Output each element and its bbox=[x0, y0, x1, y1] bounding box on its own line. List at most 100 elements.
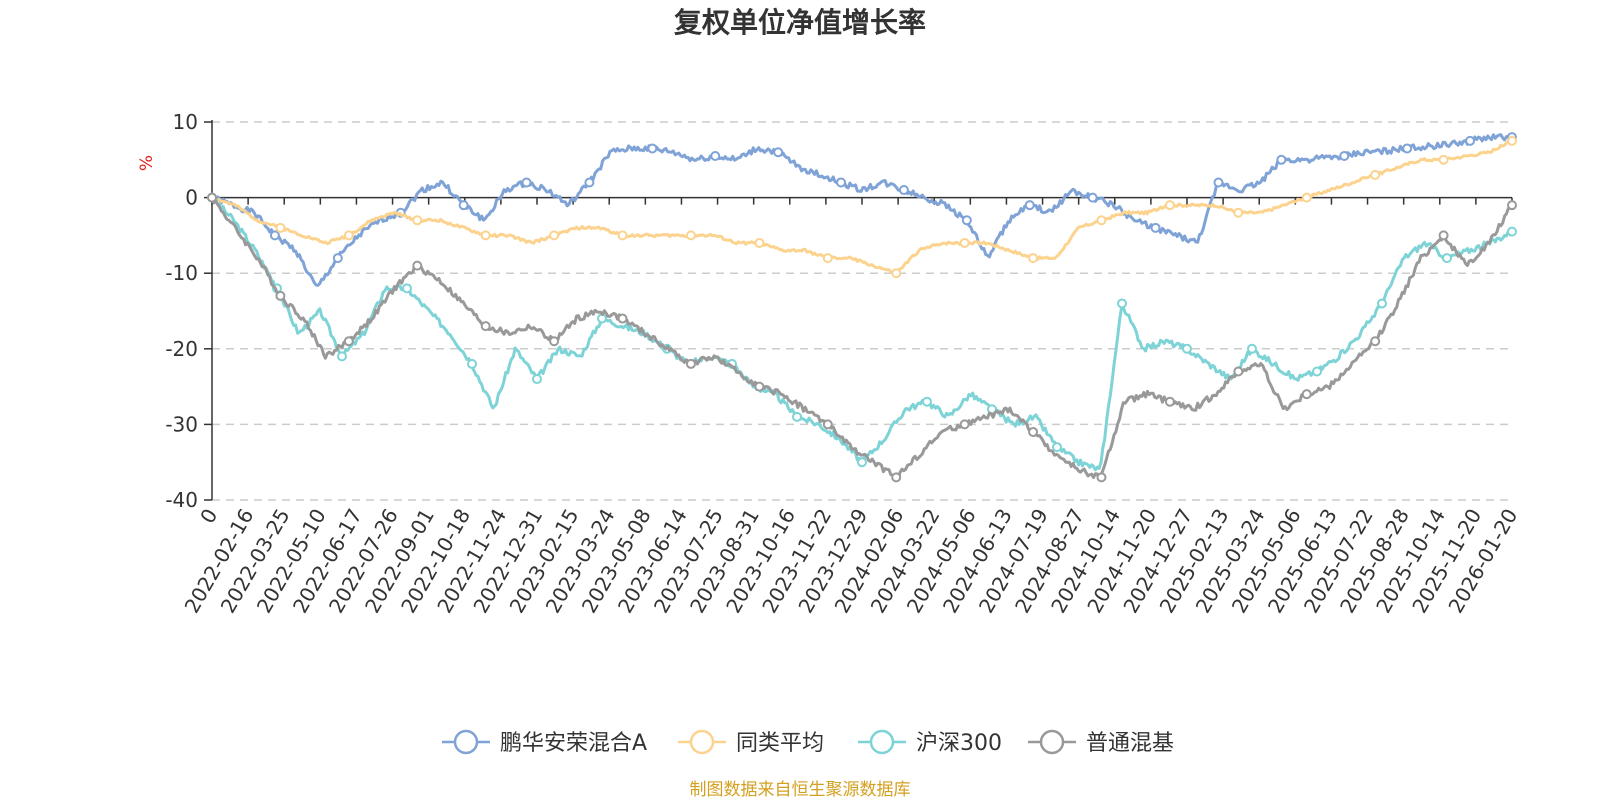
data-point bbox=[458, 200, 469, 211]
data-point bbox=[1233, 207, 1244, 218]
data-point bbox=[1213, 177, 1224, 188]
data-point bbox=[412, 215, 423, 226]
grid-lines bbox=[212, 121, 1512, 501]
legend[interactable]: 鹏华安荣混合A 同类平均 沪深300 普通混基 bbox=[442, 729, 1174, 756]
y-tick-label: -20 bbox=[165, 337, 198, 361]
data-point bbox=[532, 374, 542, 385]
data-point bbox=[1370, 336, 1381, 347]
data-point bbox=[1028, 426, 1039, 437]
data-point bbox=[402, 283, 412, 294]
legend-item[interactable]: 沪深300 bbox=[858, 729, 1002, 756]
data-point bbox=[891, 472, 902, 483]
data-point bbox=[275, 222, 286, 233]
data-point bbox=[685, 230, 696, 241]
data-point bbox=[1087, 192, 1098, 203]
data-point bbox=[343, 230, 354, 241]
data-point bbox=[1117, 298, 1127, 309]
data-point bbox=[922, 396, 932, 407]
y-tick-label: 10 bbox=[173, 110, 198, 134]
legend-item[interactable]: 鹏华安荣混合A bbox=[442, 729, 647, 756]
data-point bbox=[822, 253, 833, 264]
data-point bbox=[1096, 472, 1107, 483]
data-point bbox=[1507, 135, 1517, 146]
data-point bbox=[1096, 215, 1107, 226]
legend-label: 同类平均 bbox=[736, 731, 824, 756]
data-point bbox=[1276, 154, 1287, 165]
data-source-note: 制图数据来自恒生聚源数据库 bbox=[690, 780, 911, 800]
series-line bbox=[211, 139, 1513, 275]
data-point bbox=[1438, 230, 1449, 241]
data-point bbox=[269, 230, 280, 241]
data-point bbox=[1370, 169, 1381, 180]
data-point bbox=[412, 260, 423, 271]
data-point bbox=[1150, 222, 1161, 233]
data-point bbox=[1233, 366, 1244, 377]
legend-marker bbox=[869, 729, 895, 755]
data-point bbox=[685, 358, 696, 369]
data-point bbox=[1052, 442, 1062, 453]
legend-item[interactable]: 普通混基 bbox=[1028, 729, 1174, 756]
data-point bbox=[959, 419, 970, 430]
data-point bbox=[1247, 343, 1257, 354]
legend-label: 普通混基 bbox=[1086, 731, 1174, 756]
data-point bbox=[1182, 343, 1192, 354]
data-point bbox=[898, 185, 909, 196]
data-point bbox=[710, 151, 721, 162]
data-point bbox=[891, 268, 902, 279]
data-point bbox=[480, 230, 491, 241]
data-point bbox=[1507, 226, 1517, 237]
data-point bbox=[1312, 366, 1322, 377]
data-point bbox=[1164, 200, 1175, 211]
data-point bbox=[647, 143, 658, 154]
legend-marker bbox=[1039, 729, 1065, 755]
data-point bbox=[521, 177, 532, 188]
data-point bbox=[1442, 253, 1452, 264]
data-point bbox=[754, 237, 765, 248]
data-point bbox=[1339, 151, 1350, 162]
data-point bbox=[1507, 200, 1517, 211]
data-point bbox=[343, 336, 354, 347]
y-tick-label: -30 bbox=[165, 412, 198, 436]
data-point bbox=[792, 411, 802, 422]
series-lines bbox=[207, 132, 1517, 483]
legend-item[interactable]: 同类平均 bbox=[678, 729, 824, 756]
data-point bbox=[275, 290, 286, 301]
data-point bbox=[754, 381, 765, 392]
data-point bbox=[1465, 135, 1476, 146]
data-point bbox=[1164, 396, 1175, 407]
data-point bbox=[1028, 253, 1039, 264]
y-axis-unit-label: % bbox=[137, 155, 157, 171]
data-point bbox=[617, 230, 628, 241]
legend-label: 鹏华安荣混合A bbox=[500, 731, 647, 756]
data-point bbox=[617, 313, 628, 324]
legend-marker bbox=[689, 729, 715, 755]
data-point bbox=[337, 351, 347, 362]
y-tick-label: -40 bbox=[165, 488, 198, 512]
data-point bbox=[549, 230, 560, 241]
series-line bbox=[210, 196, 1514, 472]
data-point bbox=[773, 147, 784, 158]
y-tick-label: -10 bbox=[165, 261, 198, 285]
data-point bbox=[1301, 389, 1312, 400]
chart-title: 复权单位净值增长率 bbox=[674, 6, 926, 39]
data-point bbox=[836, 177, 847, 188]
series-line bbox=[210, 197, 1514, 481]
data-point bbox=[207, 192, 217, 203]
y-tick-label: 0 bbox=[185, 186, 198, 210]
series-line bbox=[211, 132, 1514, 287]
data-point bbox=[857, 457, 867, 468]
data-point bbox=[822, 419, 833, 430]
data-point bbox=[584, 177, 595, 188]
data-point bbox=[1024, 200, 1035, 211]
data-point bbox=[467, 358, 477, 369]
data-point bbox=[1301, 192, 1312, 203]
data-point bbox=[1402, 143, 1413, 154]
data-point bbox=[1377, 298, 1387, 309]
legend-marker bbox=[453, 729, 479, 755]
x-tick-label: 0 bbox=[195, 505, 222, 528]
data-point bbox=[961, 215, 972, 226]
data-point bbox=[332, 253, 343, 264]
data-point bbox=[1438, 154, 1449, 165]
data-point bbox=[959, 237, 970, 248]
